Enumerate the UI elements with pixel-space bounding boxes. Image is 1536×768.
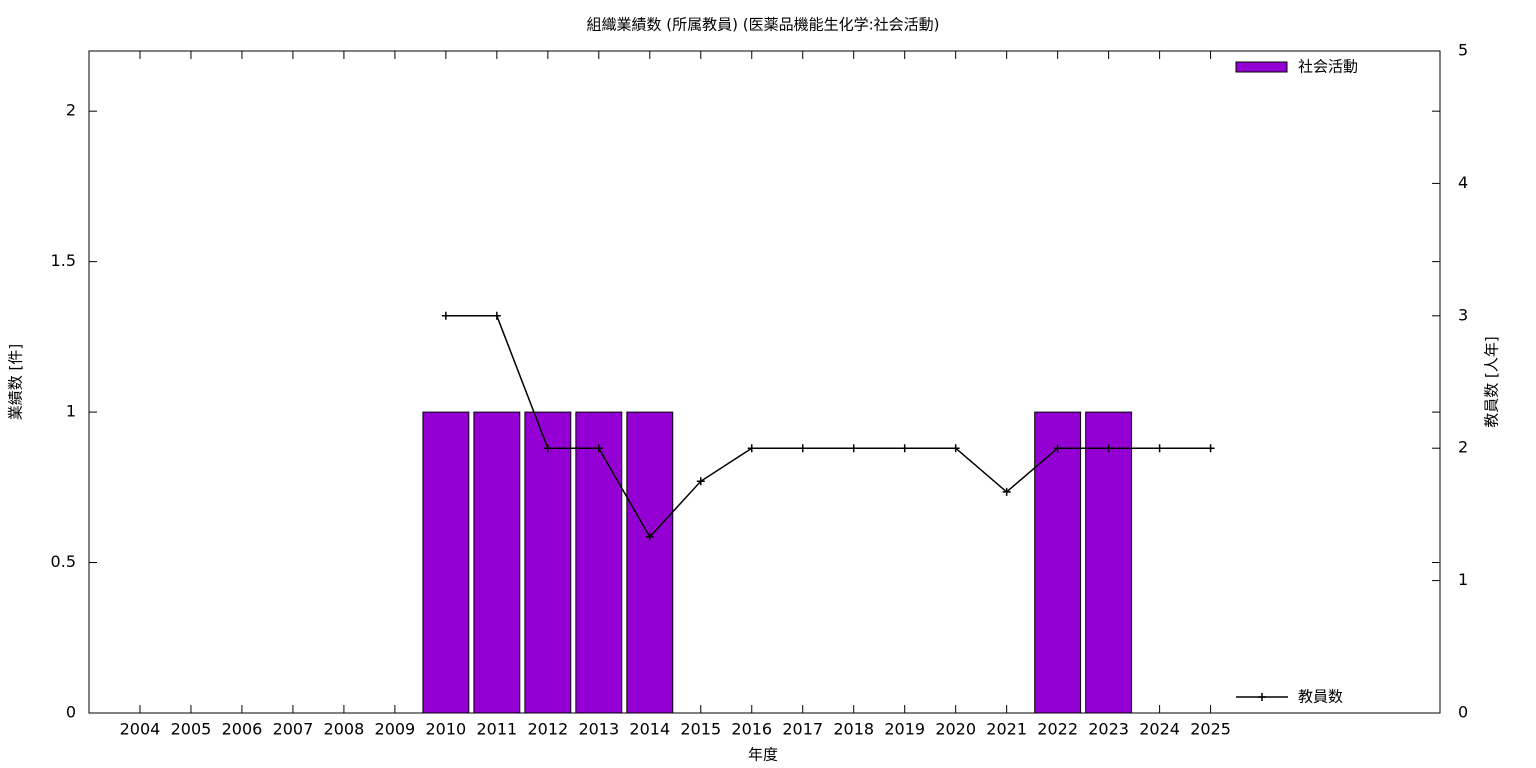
bar: [422, 411, 470, 714]
x-tick-label: 2020: [935, 720, 976, 739]
x-tick-label: 2009: [375, 720, 416, 739]
line: [445, 315, 1211, 539]
x-tick-label: 2007: [273, 720, 314, 739]
bar: [1034, 411, 1082, 714]
chart-title: 組織業績数 (所属教員) (医薬品機能生化学:社会活動): [586, 16, 939, 34]
point: [645, 532, 654, 541]
legend-label: 教員数: [1298, 688, 1343, 706]
x-tick-label: 2023: [1088, 720, 1129, 739]
plot-frame: [88, 50, 1441, 714]
point: [1104, 444, 1113, 453]
point: [747, 444, 756, 453]
x-tick-label: 2011: [476, 720, 517, 739]
x-tick-label: 2022: [1037, 720, 1078, 739]
point: [696, 477, 705, 486]
y2-tick-label: 1: [1458, 570, 1468, 589]
x-tick-label: 2010: [426, 720, 467, 739]
point: [594, 444, 603, 453]
bar: [1085, 411, 1133, 714]
x-tick-label: 2019: [884, 720, 925, 739]
x-axis-label: 年度: [748, 746, 778, 764]
point: [951, 444, 960, 453]
y2-tick-label: 3: [1458, 305, 1468, 324]
point: [492, 311, 501, 320]
y-tick-label: 0: [66, 703, 76, 722]
legend-swatch: [1235, 61, 1288, 73]
point: [1002, 487, 1011, 496]
point: [849, 444, 858, 453]
y2-axis-label: 教員数 [人年]: [1483, 336, 1501, 427]
x-tick-label: 2016: [731, 720, 772, 739]
x-tick-label: 2018: [833, 720, 874, 739]
bar: [524, 411, 572, 714]
x-tick-label: 2008: [324, 720, 365, 739]
point: [1206, 444, 1215, 453]
x-tick-label: 2014: [629, 720, 670, 739]
point: [1053, 444, 1062, 453]
x-tick-label: 2012: [527, 720, 568, 739]
x-tick-label: 2017: [782, 720, 823, 739]
bar: [626, 411, 674, 714]
point: [543, 444, 552, 453]
x-tick-label: 2015: [680, 720, 721, 739]
x-tick-label: 2005: [171, 720, 212, 739]
y-tick-label: 2: [66, 101, 76, 120]
y2-tick-label: 5: [1458, 41, 1468, 60]
y-tick-label: 1.5: [51, 251, 76, 270]
y-tick-label: 1: [66, 402, 76, 421]
y-tick-label: 0.5: [51, 552, 76, 571]
point: [1155, 444, 1164, 453]
point: [900, 444, 909, 453]
point: [798, 444, 807, 453]
legend-marker: [1258, 693, 1266, 701]
x-tick-label: 2006: [222, 720, 263, 739]
x-tick-label: 2021: [986, 720, 1027, 739]
x-tick-label: 2013: [578, 720, 619, 739]
y2-tick-label: 0: [1458, 703, 1468, 722]
y-axis-label: 業績数 [件]: [7, 344, 25, 420]
y2-tick-label: 4: [1458, 173, 1468, 192]
bar: [473, 411, 521, 714]
x-tick-label: 2025: [1190, 720, 1231, 739]
point: [441, 311, 450, 320]
bar: [575, 411, 623, 714]
legend-label: 社会活動: [1298, 58, 1358, 76]
x-tick-label: 2004: [120, 720, 161, 739]
x-tick-label: 2024: [1139, 720, 1180, 739]
y2-tick-label: 2: [1458, 438, 1468, 457]
